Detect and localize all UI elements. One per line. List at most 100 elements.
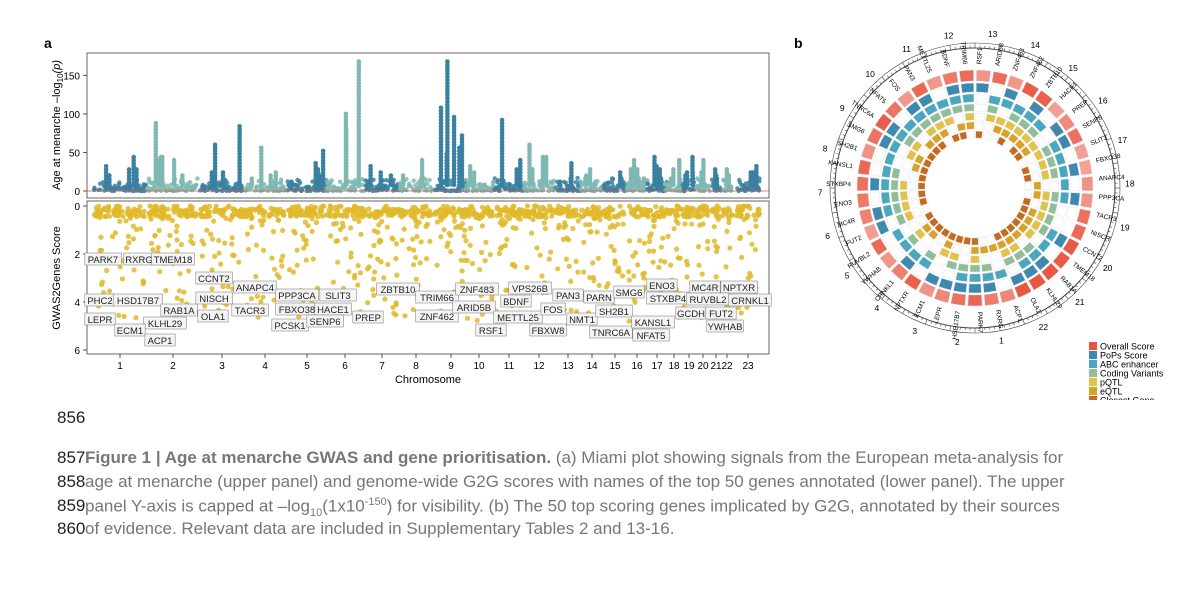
gene-label-text: BDNF xyxy=(503,297,529,308)
gene-label: KLHL29 xyxy=(143,316,187,330)
gene-label-box xyxy=(540,302,566,316)
g2g-point xyxy=(266,212,272,218)
g2g-point xyxy=(555,225,562,231)
g2g-point xyxy=(276,274,282,280)
scale-tick xyxy=(1090,108,1094,110)
g2g-point xyxy=(630,253,636,259)
circos-segment xyxy=(967,294,983,307)
upper-point xyxy=(690,170,696,175)
upper-point xyxy=(568,176,573,181)
g2g-point xyxy=(450,205,456,211)
g2g-point xyxy=(236,259,242,265)
g2g-point xyxy=(469,260,475,267)
upper-point xyxy=(690,154,695,160)
circos-segment xyxy=(1070,177,1081,191)
g2g-point xyxy=(626,277,633,283)
upper-point xyxy=(172,186,177,191)
circos-segment xyxy=(943,239,954,250)
gene-label-box xyxy=(143,316,187,330)
circos-gene-label: RSF1 xyxy=(976,47,984,64)
scale-tick xyxy=(881,76,886,81)
circos-segment xyxy=(1030,219,1042,232)
panel-b-label: b xyxy=(794,35,803,51)
upper-point xyxy=(493,186,499,191)
circos-segment xyxy=(1040,169,1050,181)
upper-point xyxy=(742,186,747,191)
g2g-point xyxy=(694,214,701,220)
g2g-point xyxy=(245,246,252,253)
upper-point xyxy=(530,167,535,172)
gene-label-box xyxy=(151,252,195,266)
upper-point xyxy=(492,176,497,181)
g2g-point xyxy=(675,220,681,226)
g2g-point xyxy=(315,214,321,220)
circos-segment xyxy=(931,87,947,101)
g2g-point xyxy=(328,233,334,239)
gene-label: LEPR xyxy=(84,312,116,326)
g2g-point xyxy=(229,241,235,247)
upper-point xyxy=(317,173,323,178)
g2g-point xyxy=(343,236,349,242)
g2g-point xyxy=(467,242,473,248)
chromosome-label: 15 xyxy=(1068,63,1078,73)
circos-segment xyxy=(881,165,892,178)
upper-point xyxy=(385,184,390,189)
g2g-point xyxy=(554,209,560,216)
g2g-point xyxy=(680,206,686,212)
g2g-point xyxy=(641,240,648,246)
upper-point xyxy=(384,178,389,183)
circos-segment xyxy=(857,159,872,176)
g2g-point xyxy=(644,209,651,215)
gene-label-box xyxy=(595,304,633,318)
g2g-point xyxy=(524,203,531,209)
gene-label-text: PARN xyxy=(586,293,612,304)
y-tick-label: 50 xyxy=(69,148,81,159)
g2g-point xyxy=(152,233,158,239)
gene-label-box xyxy=(452,300,496,314)
g2g-point xyxy=(568,278,574,284)
g2g-point xyxy=(441,227,447,233)
g2g-point xyxy=(371,213,377,219)
scale-tick xyxy=(902,309,906,314)
gene-label: GCDH xyxy=(675,306,707,320)
circos-segment xyxy=(901,200,911,212)
circos-segment xyxy=(1006,75,1025,91)
upper-point xyxy=(619,176,624,181)
circos-segment xyxy=(1000,128,1012,139)
circos-segment xyxy=(860,142,877,161)
gene-label: NPTXR xyxy=(720,280,758,294)
scale-tick xyxy=(856,266,860,268)
upper-point xyxy=(451,114,457,120)
g2g-point xyxy=(91,212,97,218)
circos-segment xyxy=(955,271,968,282)
g2g-point xyxy=(713,243,719,249)
gene-label: BDNF xyxy=(500,294,532,308)
circos-segment xyxy=(886,216,899,231)
gene-label: METTL25 xyxy=(493,310,543,324)
g2g-point xyxy=(261,217,267,224)
gene-label: FBXO38 xyxy=(275,302,319,316)
g2g-point xyxy=(199,238,205,244)
g2g-point xyxy=(413,223,420,229)
x-tick-label: 14 xyxy=(586,361,598,372)
upper-point xyxy=(111,186,116,192)
g2g-point xyxy=(689,221,695,227)
gene-label-text: YWHAB xyxy=(708,322,743,333)
circos-segment xyxy=(983,292,1000,306)
g2g-point xyxy=(570,225,576,232)
scale-tick xyxy=(1093,261,1097,264)
circos-segment xyxy=(948,94,962,106)
circos-gene-label: HSD17B7 xyxy=(951,310,962,340)
gene-label-text: NPTXR xyxy=(723,283,755,294)
g2g-point xyxy=(530,216,536,223)
g2g-point xyxy=(260,294,266,300)
upper-point xyxy=(419,176,424,181)
g2g-point xyxy=(313,219,319,226)
upper-point xyxy=(180,173,185,178)
scale-tick xyxy=(846,249,850,251)
gene-label-text: METTL25 xyxy=(497,313,539,324)
gene-label: TRIM66 xyxy=(415,290,459,304)
gene-label-box xyxy=(306,314,344,328)
g2g-point xyxy=(254,293,260,299)
upper-point xyxy=(456,186,461,191)
